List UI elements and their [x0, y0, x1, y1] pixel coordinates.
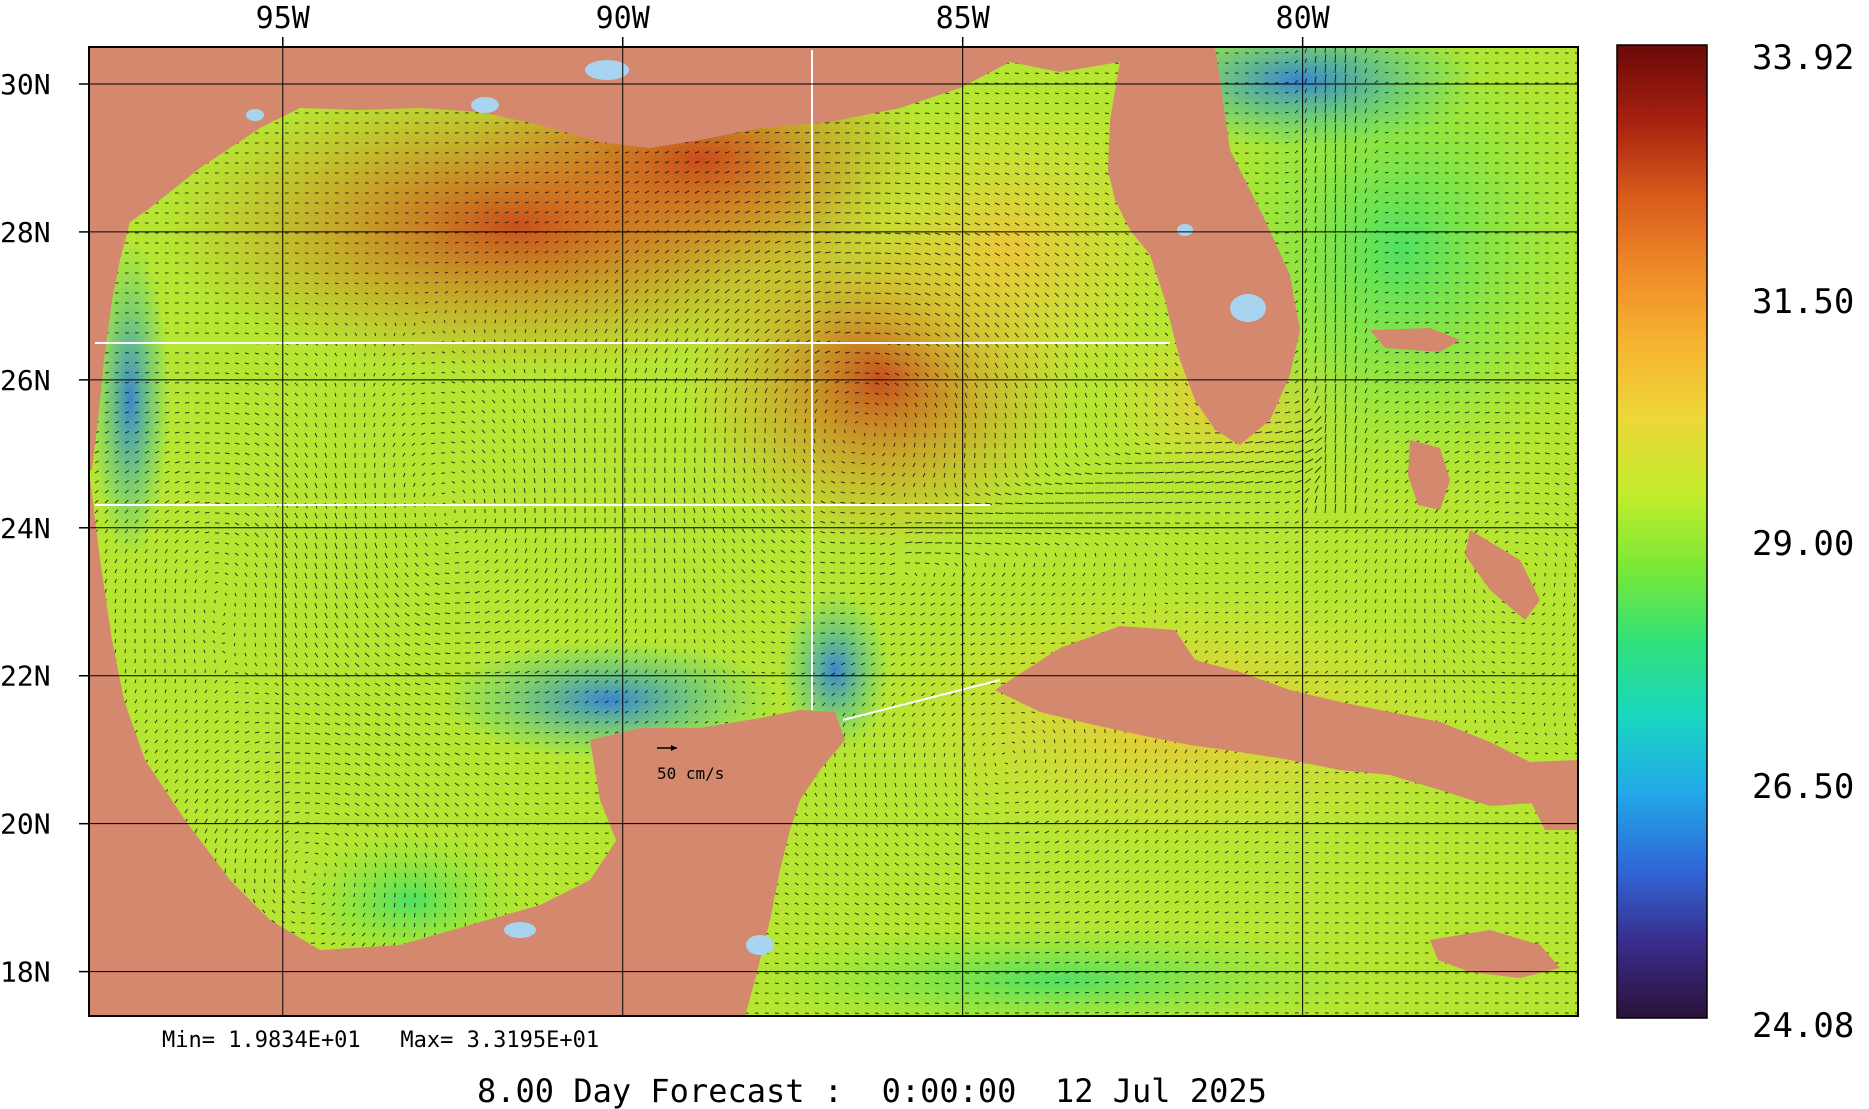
lat-lon-grid — [89, 47, 1578, 1016]
lake — [585, 60, 629, 80]
bahamas-east — [1465, 530, 1540, 620]
lake — [1230, 294, 1266, 322]
lake — [246, 109, 264, 121]
forecast-title: 8.00 Day Forecast : 0:00:00 12 Jul 2025 — [477, 1072, 1267, 1109]
lat-tick-label: 18N — [0, 956, 51, 989]
latitude-labels: 30N 28N 26N 24N 22N 20N 18N — [0, 68, 89, 989]
colorbar-tick-label: 29.00 — [1752, 524, 1854, 564]
land-masses — [89, 47, 1578, 1016]
cool-patch — [780, 590, 890, 750]
hispaniola-edge — [1530, 790, 1578, 830]
colorbar-tick-label: 24.08 — [1752, 1006, 1854, 1046]
colorbar-tick-label: 31.50 — [1752, 282, 1854, 322]
min-max-stats: Min= 1.9834E+01 Max= 3.3195E+01 — [162, 1028, 599, 1053]
bahamas-andros — [1408, 440, 1450, 510]
section-line — [842, 679, 1001, 721]
sea-surface-temperature-map — [89, 47, 1578, 1016]
lake — [746, 935, 774, 955]
lon-tick-label: 90W — [596, 1, 651, 36]
lon-tick-label: 80W — [1276, 1, 1331, 36]
lat-tick-label: 26N — [0, 364, 51, 397]
colorbar-tick-label: 26.50 — [1752, 767, 1854, 807]
lon-tick-label: 85W — [936, 1, 991, 36]
lat-tick-label: 20N — [0, 808, 51, 841]
lat-tick-label: 22N — [0, 660, 51, 693]
lat-tick-label: 30N — [0, 68, 51, 101]
arrow-right-icon — [657, 745, 677, 751]
warm-patch — [820, 90, 1200, 410]
lake — [1177, 224, 1193, 236]
longitude-labels: 95W 90W 85W 80W — [256, 1, 1331, 47]
yucatan — [590, 710, 845, 1016]
lake — [471, 97, 499, 113]
lake — [504, 922, 536, 938]
lat-tick-label: 24N — [0, 512, 51, 545]
isle-of-youth — [1090, 682, 1128, 712]
colorbar-labels: 33.92 31.50 29.00 26.50 24.08 — [1752, 38, 1854, 1046]
vector-scale-label: 50 cm/s — [657, 764, 724, 783]
florida-peninsula — [1108, 47, 1300, 445]
jamaica — [1430, 930, 1560, 978]
vector-scale: 50 cm/s — [657, 745, 724, 783]
coastal-cool-patch — [90, 240, 170, 560]
lat-tick-label: 28N — [0, 216, 51, 249]
colorbar — [1616, 44, 1708, 1019]
colorbar-tick-label: 33.92 — [1752, 38, 1854, 78]
lon-tick-label: 95W — [256, 1, 311, 36]
bahamas-grand — [1370, 328, 1460, 352]
cuba — [995, 626, 1578, 806]
caribbean-green-field — [730, 920, 1390, 1016]
map-frame — [88, 46, 1579, 1017]
us-gulf-coast — [89, 47, 1210, 470]
